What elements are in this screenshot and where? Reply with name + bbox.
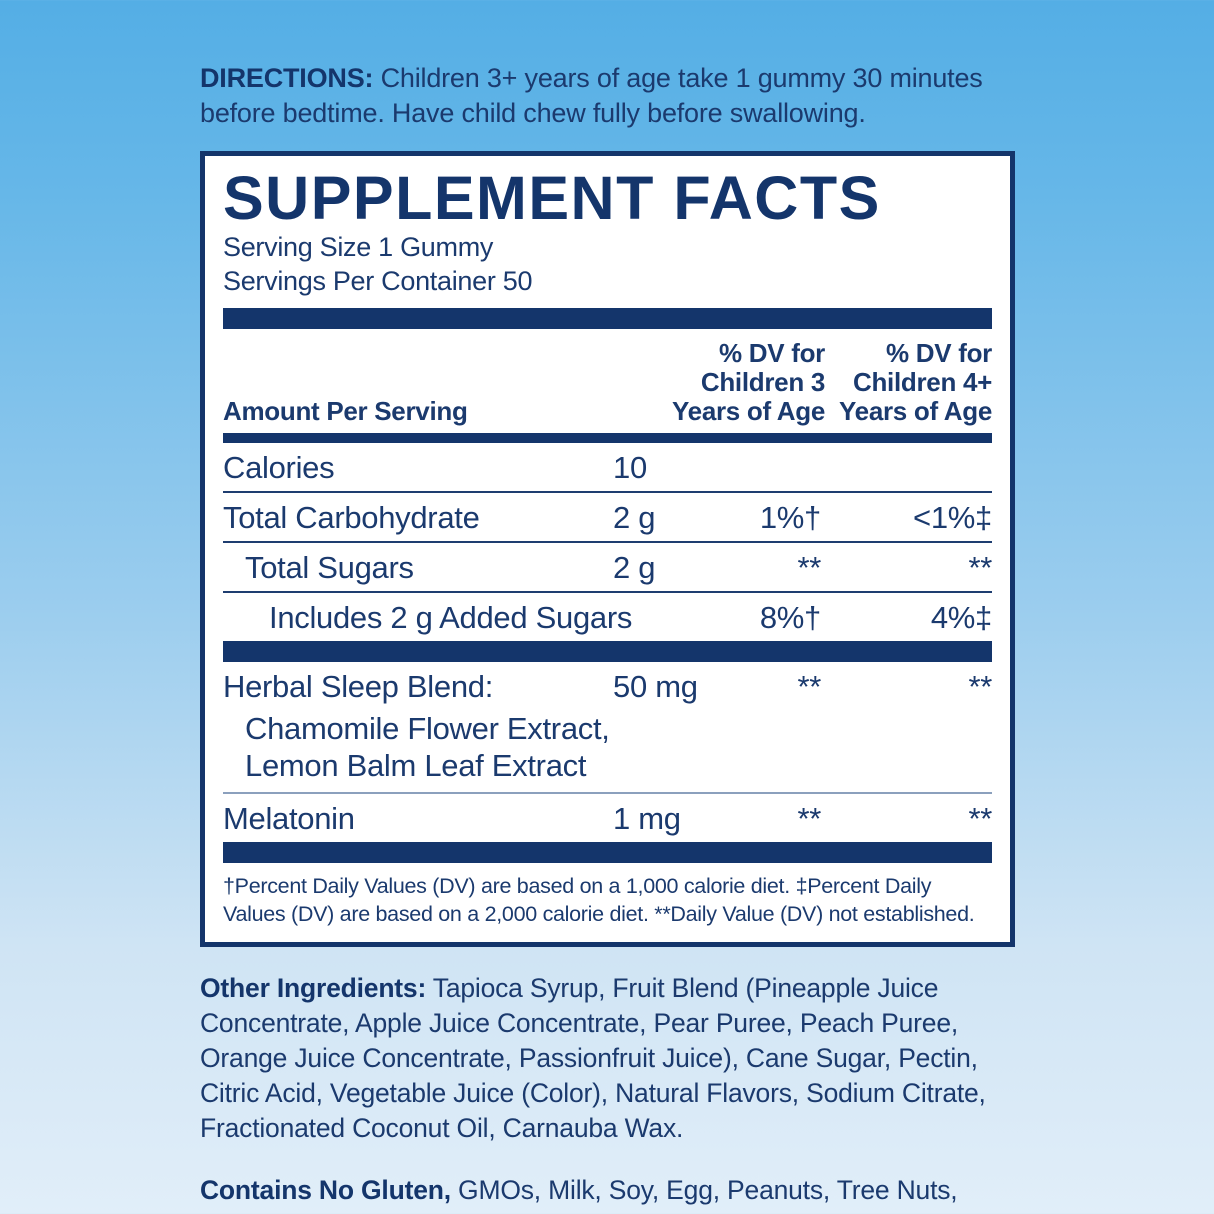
row-dv3: ** xyxy=(797,669,821,704)
row-amount: 2 g xyxy=(613,550,656,585)
row-name: Includes 2 g Added Sugars xyxy=(269,600,633,635)
row-name: Total Sugars xyxy=(245,550,414,585)
panel-title: SUPPLEMENT FACTS xyxy=(223,164,881,232)
row-dv4: ** xyxy=(968,550,992,585)
table-row-herbal-sleep-blend: Herbal Sleep Blend: 50 mg ** ** xyxy=(223,662,992,710)
separator-line-light xyxy=(223,792,992,794)
row-dv4: ** xyxy=(968,669,992,704)
column-dv-children-3: % DV for Children 3 Years of Age xyxy=(672,338,825,426)
table-column-header: Amount Per Serving % DV for Children 3 Y… xyxy=(223,329,992,426)
table-row-melatonin: Melatonin 1 mg ** ** xyxy=(223,794,992,842)
contains-text: GMOs, Milk, Soy, Egg, Peanuts, Tree Nuts… xyxy=(200,1174,958,1214)
section-bar-top xyxy=(223,308,992,329)
separator-line xyxy=(223,541,992,543)
row-amount: 10 xyxy=(613,450,647,485)
header-divider-bar xyxy=(223,433,992,443)
contains-label: Contains No Gluten, xyxy=(200,1174,451,1205)
directions-paragraph: DIRECTIONS: Children 3+ years of age tak… xyxy=(200,61,1015,131)
contains-paragraph: Contains No Gluten, GMOs, Milk, Soy, Egg… xyxy=(200,1173,1018,1214)
other-ingredients-label: Other Ingredients: xyxy=(200,973,427,1003)
dv-footnote: †Percent Daily Values (DV) are based on … xyxy=(223,874,975,926)
label-canvas: DIRECTIONS: Children 3+ years of age tak… xyxy=(200,0,1015,1214)
blend-component: Lemon Balm Leaf Extract xyxy=(245,748,587,783)
row-amount: 2 g xyxy=(613,500,656,535)
row-dv3: ** xyxy=(797,550,821,585)
separator-line xyxy=(223,591,992,593)
separator-line xyxy=(223,491,992,493)
table-row-calories: Calories 10 xyxy=(223,443,992,491)
row-name: Herbal Sleep Blend: xyxy=(223,669,494,704)
column-amount-per-serving: Amount Per Serving xyxy=(223,396,468,426)
table-row-added-sugars: Includes 2 g Added Sugars 8%† 4%‡ xyxy=(223,593,992,641)
row-dv3: 1%† xyxy=(759,500,821,535)
supplement-facts-panel: SUPPLEMENT FACTS Serving Size 1 Gummy Se… xyxy=(200,151,1015,947)
other-ingredients-paragraph: Other Ingredients: Tapioca Syrup, Fruit … xyxy=(200,971,1018,1146)
serving-size: Serving Size 1 Gummy xyxy=(223,232,494,262)
servings-per-container: Servings Per Container 50 xyxy=(223,266,533,296)
directions-label: DIRECTIONS: xyxy=(200,63,374,93)
row-dv3: ** xyxy=(797,801,821,836)
other-ingredients-text: Tapioca Syrup, Fruit Blend (Pineapple Ju… xyxy=(200,973,986,1143)
section-bar-bottom xyxy=(223,842,992,863)
directions-text: Children 3+ years of age take 1 gummy 30… xyxy=(200,63,983,128)
row-amount: 50 mg xyxy=(613,669,698,704)
row-dv4: ** xyxy=(968,801,992,836)
row-name: Calories xyxy=(223,450,335,485)
table-row-total-sugars: Total Sugars 2 g ** ** xyxy=(223,543,992,591)
blend-component: Chamomile Flower Extract, xyxy=(245,711,610,746)
row-name: Total Carbohydrate xyxy=(223,500,480,535)
table-row-total-carbohydrate: Total Carbohydrate 2 g 1%† <1%‡ xyxy=(223,493,992,541)
row-dv3: 8%† xyxy=(759,600,821,635)
row-dv4: <1%‡ xyxy=(913,500,992,535)
row-dv4: 4%‡ xyxy=(930,600,992,635)
section-bar-middle xyxy=(223,641,992,662)
column-dv-children-4plus: % DV for Children 4+ Years of Age xyxy=(839,338,992,426)
row-amount: 1 mg xyxy=(613,801,681,836)
row-name: Melatonin xyxy=(223,801,355,836)
herbal-blend-components: Chamomile Flower Extract, Lemon Balm Lea… xyxy=(223,710,992,792)
